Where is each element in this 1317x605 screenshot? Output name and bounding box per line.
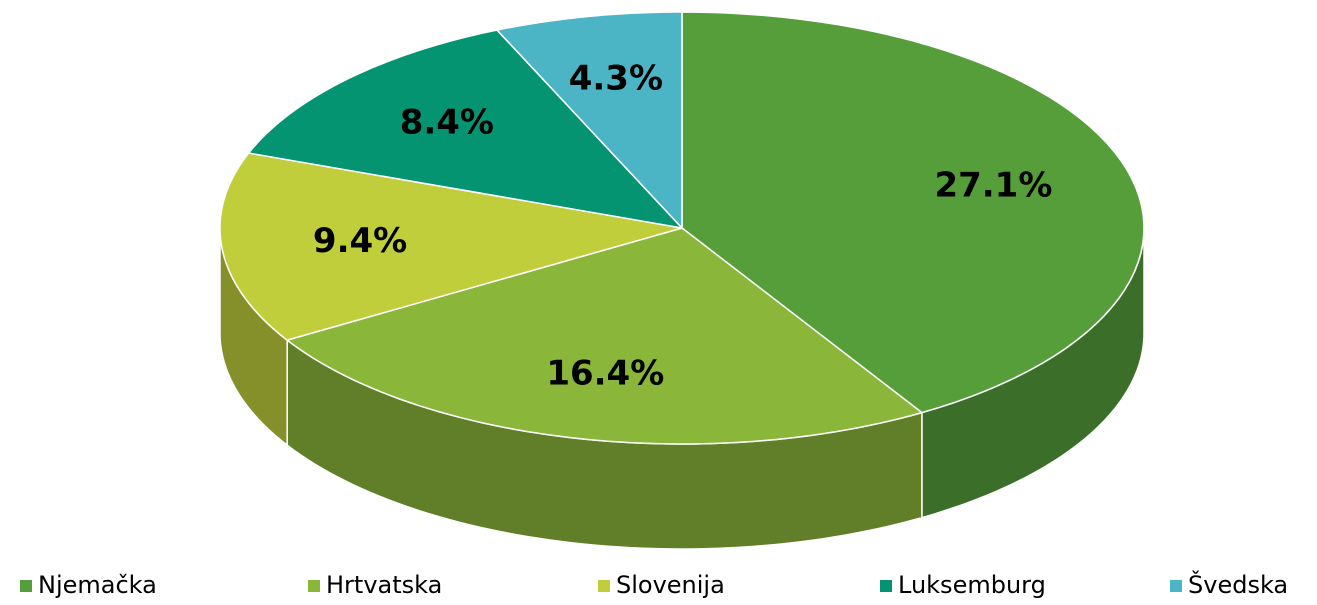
legend-swatch bbox=[880, 580, 892, 592]
data-label: 27.1% bbox=[934, 166, 1052, 206]
pie-slice bbox=[681, 11, 1145, 414]
legend-swatch bbox=[20, 580, 32, 592]
legend-swatch bbox=[308, 580, 320, 592]
data-label: 9.4% bbox=[313, 221, 407, 261]
data-label: 16.4% bbox=[546, 353, 664, 393]
pie-slice bbox=[219, 152, 683, 341]
legend-swatch bbox=[1170, 580, 1182, 592]
legend-label: Hrtvatska bbox=[326, 571, 442, 599]
legend-label: Njemačka bbox=[38, 571, 157, 599]
legend-label: Luksemburg bbox=[898, 571, 1046, 599]
legend-label: Slovenija bbox=[616, 571, 725, 599]
legend-label: Švedska bbox=[1188, 569, 1288, 599]
data-label: 8.4% bbox=[400, 103, 494, 143]
pie-slice bbox=[495, 11, 683, 230]
legend-swatch bbox=[598, 580, 610, 592]
pie-slice bbox=[285, 227, 924, 445]
data-label: 4.3% bbox=[569, 58, 663, 98]
pie-slice bbox=[247, 29, 685, 230]
